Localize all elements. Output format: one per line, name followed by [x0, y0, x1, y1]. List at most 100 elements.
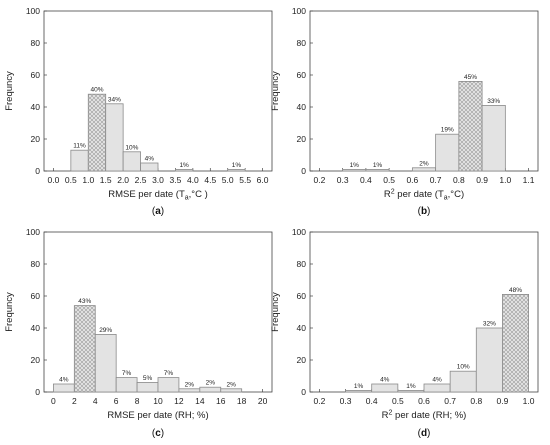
x-tick-label: 0.6	[418, 396, 430, 406]
bar-percent-label: 4%	[59, 377, 69, 384]
x-tick-label: 0.4	[366, 396, 378, 406]
histogram-bar	[94, 333, 117, 393]
x-tick-label: 8	[135, 396, 140, 406]
histogram-bar	[157, 377, 180, 393]
x-axis-label-part: R	[384, 189, 391, 200]
y-tick-label: 60	[31, 70, 41, 80]
panel-caption: (a)	[152, 206, 164, 217]
x-axis-label-part: RMSE per date (RH; %)	[107, 410, 208, 421]
x-tick-label: 0.2	[313, 396, 325, 406]
y-tick-label: 100	[26, 227, 40, 237]
x-tick-label: 1.0	[82, 175, 94, 185]
x-tick-label: 2.0	[117, 175, 129, 185]
x-tick-label: 1.5	[100, 175, 112, 185]
panel-caption: (b)	[418, 206, 431, 217]
histogram-bar	[87, 93, 107, 172]
x-axis-label-part: R	[382, 410, 389, 421]
x-tick-label: 16	[216, 396, 226, 406]
x-tick-label: 3.5	[170, 175, 182, 185]
bar-percent-label: 29%	[99, 327, 112, 334]
x-tick-label: 1.1	[523, 175, 535, 185]
bar-percent-label: 43%	[78, 298, 91, 305]
x-axis-label-part: RMSE per date (T	[108, 189, 185, 200]
x-tick-label: 0	[51, 396, 56, 406]
bar-percent-label: 2%	[227, 381, 237, 388]
bar-percent-label: 10%	[125, 144, 138, 151]
y-axis-label: Frequncy	[270, 292, 281, 332]
histogram-bar	[73, 305, 96, 393]
x-tick-label: 5.5	[239, 175, 251, 185]
bar-percent-label: 34%	[108, 96, 121, 103]
bar-percent-label: 33%	[487, 98, 500, 105]
x-tick-label: 12	[174, 396, 184, 406]
y-tick-label: 0	[301, 166, 306, 176]
x-tick-label: 0.9	[476, 175, 488, 185]
bar-percent-label: 1%	[406, 383, 416, 390]
x-tick-label: 4.0	[187, 175, 199, 185]
x-axis-label-part: 2	[389, 410, 393, 417]
y-tick-label: 20	[297, 355, 307, 365]
histogram-bar	[423, 383, 451, 393]
histogram-bar	[365, 168, 390, 172]
x-tick-label: 6	[114, 396, 119, 406]
y-tick-label: 40	[31, 102, 41, 112]
panel-letter: d	[421, 428, 427, 439]
histogram-bar	[475, 327, 503, 393]
x-tick-label: 0.8	[470, 396, 482, 406]
x-tick-label: 0.5	[392, 396, 404, 406]
y-tick-label: 100	[26, 6, 40, 16]
x-axis-label-part: per date (T	[395, 189, 444, 200]
histogram-bar	[70, 149, 89, 172]
bar-percent-label: 4%	[380, 377, 390, 384]
bar-percent-label: 1%	[373, 162, 383, 169]
x-axis-label-part: ,°C )	[189, 189, 208, 200]
y-tick-label: 0	[35, 387, 40, 397]
chart-panel-a: 0 20 40 60 80 100 0.0 0.5 1.0 1.5 2.0 2.5 3.0 3.5 4.0 4…	[4, 6, 273, 217]
bar-percent-label: 48%	[509, 287, 522, 294]
histogram-bar	[458, 81, 483, 172]
histogram-bar	[449, 370, 477, 393]
panel-letter: a	[155, 206, 161, 217]
y-tick-label: 100	[292, 227, 306, 237]
x-tick-label: 1.0	[523, 396, 535, 406]
bar-percent-label: 4%	[145, 156, 155, 163]
bar-percent-label: 1%	[232, 162, 242, 169]
x-tick-label: 0.2	[313, 175, 325, 185]
histogram-bar	[136, 381, 159, 393]
x-tick-label: 2.5	[135, 175, 147, 185]
x-axis-label-part: a	[185, 195, 189, 202]
bar-percent-label: 19%	[441, 127, 454, 134]
panel-letter: b	[421, 206, 427, 217]
bar-percent-label: 1%	[179, 162, 189, 169]
histogram-bar	[502, 293, 529, 393]
x-tick-label: 10	[153, 396, 163, 406]
x-tick-label: 14	[195, 396, 205, 406]
chart-panel-c: 0 20 40 60 80 100 0 2 4 6 8 10 12 14 16 18 20 4% 43% 29% 7% 5…	[4, 227, 273, 439]
bar-percent-label: 11%	[73, 143, 86, 150]
x-tick-label: 0.3	[340, 396, 352, 406]
bar-percent-label: 7%	[122, 370, 132, 377]
x-tick-label: 0.9	[497, 396, 509, 406]
histogram-bar	[345, 389, 373, 393]
y-tick-label: 80	[297, 259, 307, 269]
x-tick-label: 4	[93, 396, 98, 406]
bar-percent-label: 4%	[432, 377, 442, 384]
histogram-bar	[227, 168, 246, 172]
bar-percent-label: 7%	[164, 370, 174, 377]
bar-percent-label: 32%	[483, 321, 496, 328]
y-axis-label: Frequncy	[270, 71, 281, 111]
bar-percent-label: 1%	[350, 162, 360, 169]
x-tick-label: 6.0	[257, 175, 269, 185]
x-axis-label-part: ,°C)	[448, 189, 464, 200]
y-tick-label: 40	[297, 323, 307, 333]
histogram-bar	[105, 103, 124, 172]
y-tick-label: 60	[31, 291, 41, 301]
y-tick-label: 80	[297, 38, 307, 48]
x-tick-label: 2	[72, 396, 77, 406]
y-tick-label: 60	[297, 291, 307, 301]
panel-caption: (d)	[418, 428, 431, 439]
histogram-bar	[435, 133, 460, 172]
bar-percent-label: 10%	[457, 364, 470, 371]
x-axis-label-part: 2	[391, 189, 395, 196]
